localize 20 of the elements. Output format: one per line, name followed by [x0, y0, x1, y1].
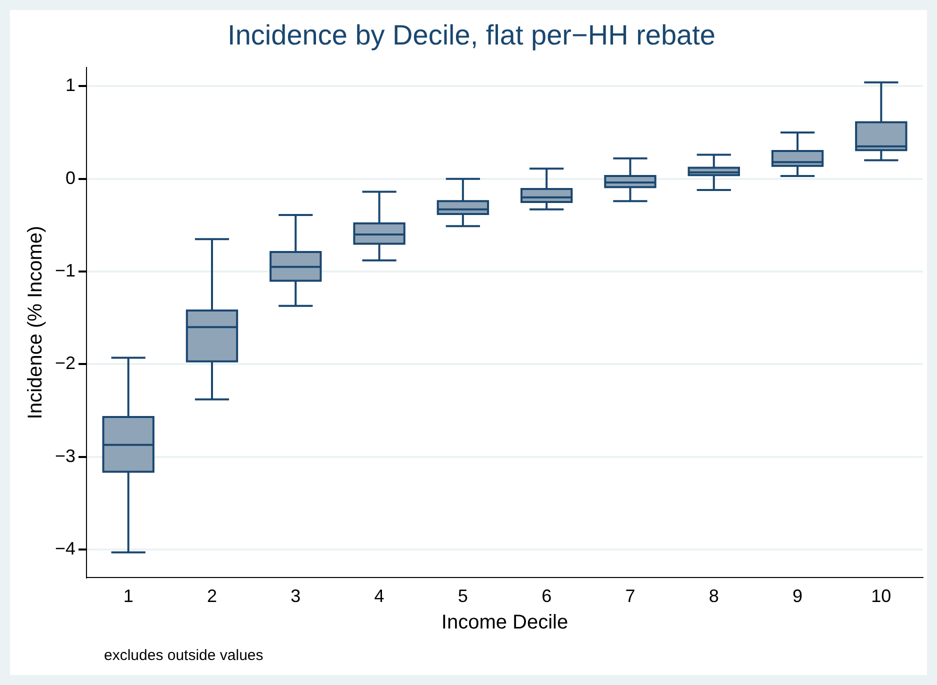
y-tick-label: −1 [54, 260, 76, 280]
x-tick-label: 5 [458, 586, 468, 606]
x-tick-label: 4 [374, 586, 384, 606]
y-tick-label: −3 [54, 446, 76, 466]
text: excludes outside values [104, 647, 264, 664]
y-tick-label: 1 [66, 75, 76, 96]
x-tick-label: 10 [871, 586, 892, 606]
x-tick-label: 1 [123, 586, 134, 606]
y-tick-label: −2 [54, 353, 76, 374]
x-tick-label: 3 [290, 586, 301, 606]
chart-title: Incidence by Decile, flat per−HH rebate [228, 20, 716, 51]
x-axis-title: Income Decile [441, 612, 568, 634]
x-tick-label: 8 [708, 586, 719, 606]
x-tick-label: 2 [206, 586, 217, 606]
y-axis-title: Incidence (% Income) [24, 226, 47, 420]
x-tick-label: 6 [542, 586, 552, 606]
y-tick-label: −4 [54, 538, 76, 559]
x-tick-label: 7 [625, 586, 636, 606]
x-tick-label: 9 [792, 586, 803, 606]
y-tick-label: 0 [66, 168, 76, 188]
